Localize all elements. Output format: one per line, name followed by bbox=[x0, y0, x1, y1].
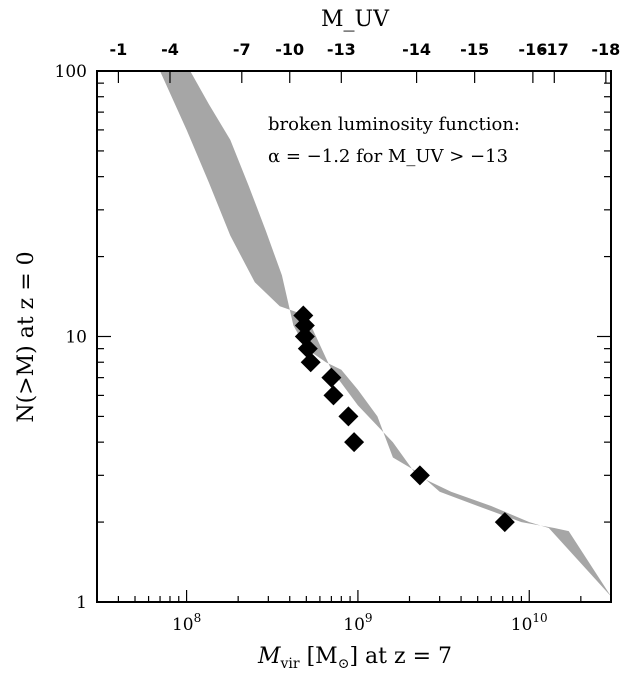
annotation-line-1: broken luminosity function: bbox=[268, 114, 520, 135]
shaded-band bbox=[112, 71, 611, 597]
data-point bbox=[300, 352, 321, 373]
x-axis-title-suffix: ] at z = 7 bbox=[349, 644, 452, 669]
top-axis-tick-label: -7 bbox=[233, 40, 251, 59]
annotation-line-2: α = −1.2 for M_UV > −13 bbox=[268, 146, 508, 167]
top-axis-title: M_UV bbox=[321, 7, 390, 32]
data-point bbox=[494, 512, 515, 533]
top-axis-tick-label: -13 bbox=[327, 40, 356, 59]
x-tick-label: 108 bbox=[172, 611, 201, 635]
data-points-layer bbox=[293, 305, 515, 533]
x-axis-title-symbol: M bbox=[257, 644, 281, 669]
data-point bbox=[297, 338, 318, 359]
x-axis-title-subscript: vir bbox=[280, 656, 300, 672]
x-tick-label-base: 10 bbox=[343, 615, 365, 635]
data-point bbox=[409, 465, 430, 486]
top-axis-tick-label: -1 bbox=[110, 40, 128, 59]
top-axis-tick-label: -10 bbox=[275, 40, 304, 59]
y-axis-title: N(>M) at z = 0 bbox=[14, 251, 39, 422]
top-axis-tick-label: -4 bbox=[161, 40, 179, 59]
confidence-band-layer bbox=[112, 71, 611, 597]
top-axis-tick-label: -14 bbox=[402, 40, 431, 59]
y-tick-label: 100 bbox=[55, 62, 87, 82]
data-point bbox=[338, 406, 359, 427]
x-tick-label-base: 10 bbox=[511, 615, 533, 635]
top-axis-tick-label: -15 bbox=[460, 40, 489, 59]
data-point bbox=[344, 432, 365, 453]
x-tick-label: 1010 bbox=[511, 611, 548, 635]
x-axis-title: Mvir [M⊙] at z = 7 bbox=[257, 644, 452, 672]
data-point bbox=[323, 385, 344, 406]
x-tick-label-exponent: 9 bbox=[365, 611, 373, 625]
y-tick-label: 1 bbox=[76, 593, 87, 613]
data-point bbox=[321, 367, 342, 388]
data-point bbox=[294, 315, 315, 336]
x-tick-label-exponent: 8 bbox=[194, 611, 202, 625]
x-tick-label: 109 bbox=[343, 611, 372, 635]
x-axis-title-bracket: [M bbox=[300, 644, 338, 669]
top-axis-tick-label: -16 bbox=[518, 40, 547, 59]
y-tick-label: 10 bbox=[65, 328, 87, 348]
x-axis-title-sun-symbol: ⊙ bbox=[338, 656, 350, 672]
x-tick-label-exponent: 10 bbox=[532, 611, 547, 625]
top-axis-tick-label: -18 bbox=[591, 40, 620, 59]
top-axis-tick-label: -17 bbox=[540, 40, 569, 59]
x-tick-label-base: 10 bbox=[172, 615, 194, 635]
plot-frame-layer: 108 109 1010-1 -4 -7 -10 -13 -14 -15 -16-17 -18110… bbox=[55, 40, 621, 635]
